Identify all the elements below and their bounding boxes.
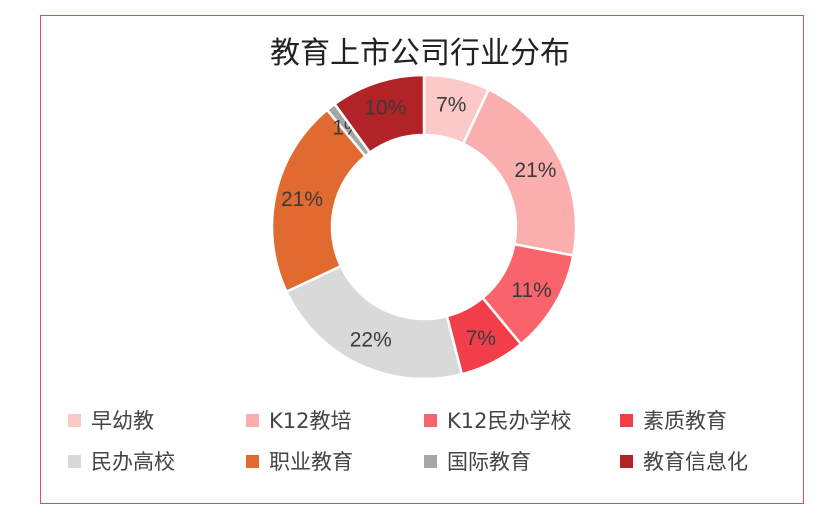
legend-item-7: 教育信息化 [620,446,748,476]
donut-slice-7 [332,73,426,155]
legend-label: 国际教育 [447,450,531,474]
chart-title: 教育上市公司行业分布 [270,36,570,71]
slice-label-1: 21% [514,159,556,182]
legend-label: K12民办学校 [447,409,572,433]
slice-label-0: 7% [436,94,466,117]
slice-label-3: 7% [466,327,496,350]
legend-swatch [68,454,81,468]
legend-swatch [246,413,259,427]
legend-label: 素质教育 [643,409,727,433]
legend-item-0: 早幼教 [68,405,154,435]
slice-label-4: 22% [350,329,392,352]
slice-label-2: 11% [511,279,551,302]
legend-item-5: 职业教育 [246,446,353,476]
legend-label: 早幼教 [91,409,154,433]
legend-label: 民办高校 [91,450,175,474]
legend-swatch [246,454,259,468]
legend-label: 职业教育 [269,450,353,474]
legend-swatch [68,413,81,427]
legend-item-1: K12教培 [246,405,352,435]
legend-swatch [424,454,437,468]
legend-label: K12教培 [269,409,352,433]
legend-item-4: 民办高校 [68,446,175,476]
legend-label: 教育信息化 [643,450,748,474]
slice-label-5: 21% [281,188,323,211]
legend-swatch [424,413,437,427]
legend-swatch [620,454,633,468]
legend-swatch [620,413,633,427]
legend-item-2: K12民办学校 [424,405,572,435]
slice-label-7: 10% [364,97,406,120]
legend-item-6: 国际教育 [424,446,531,476]
legend-item-3: 素质教育 [620,405,727,435]
donut-slice-4 [284,264,464,381]
